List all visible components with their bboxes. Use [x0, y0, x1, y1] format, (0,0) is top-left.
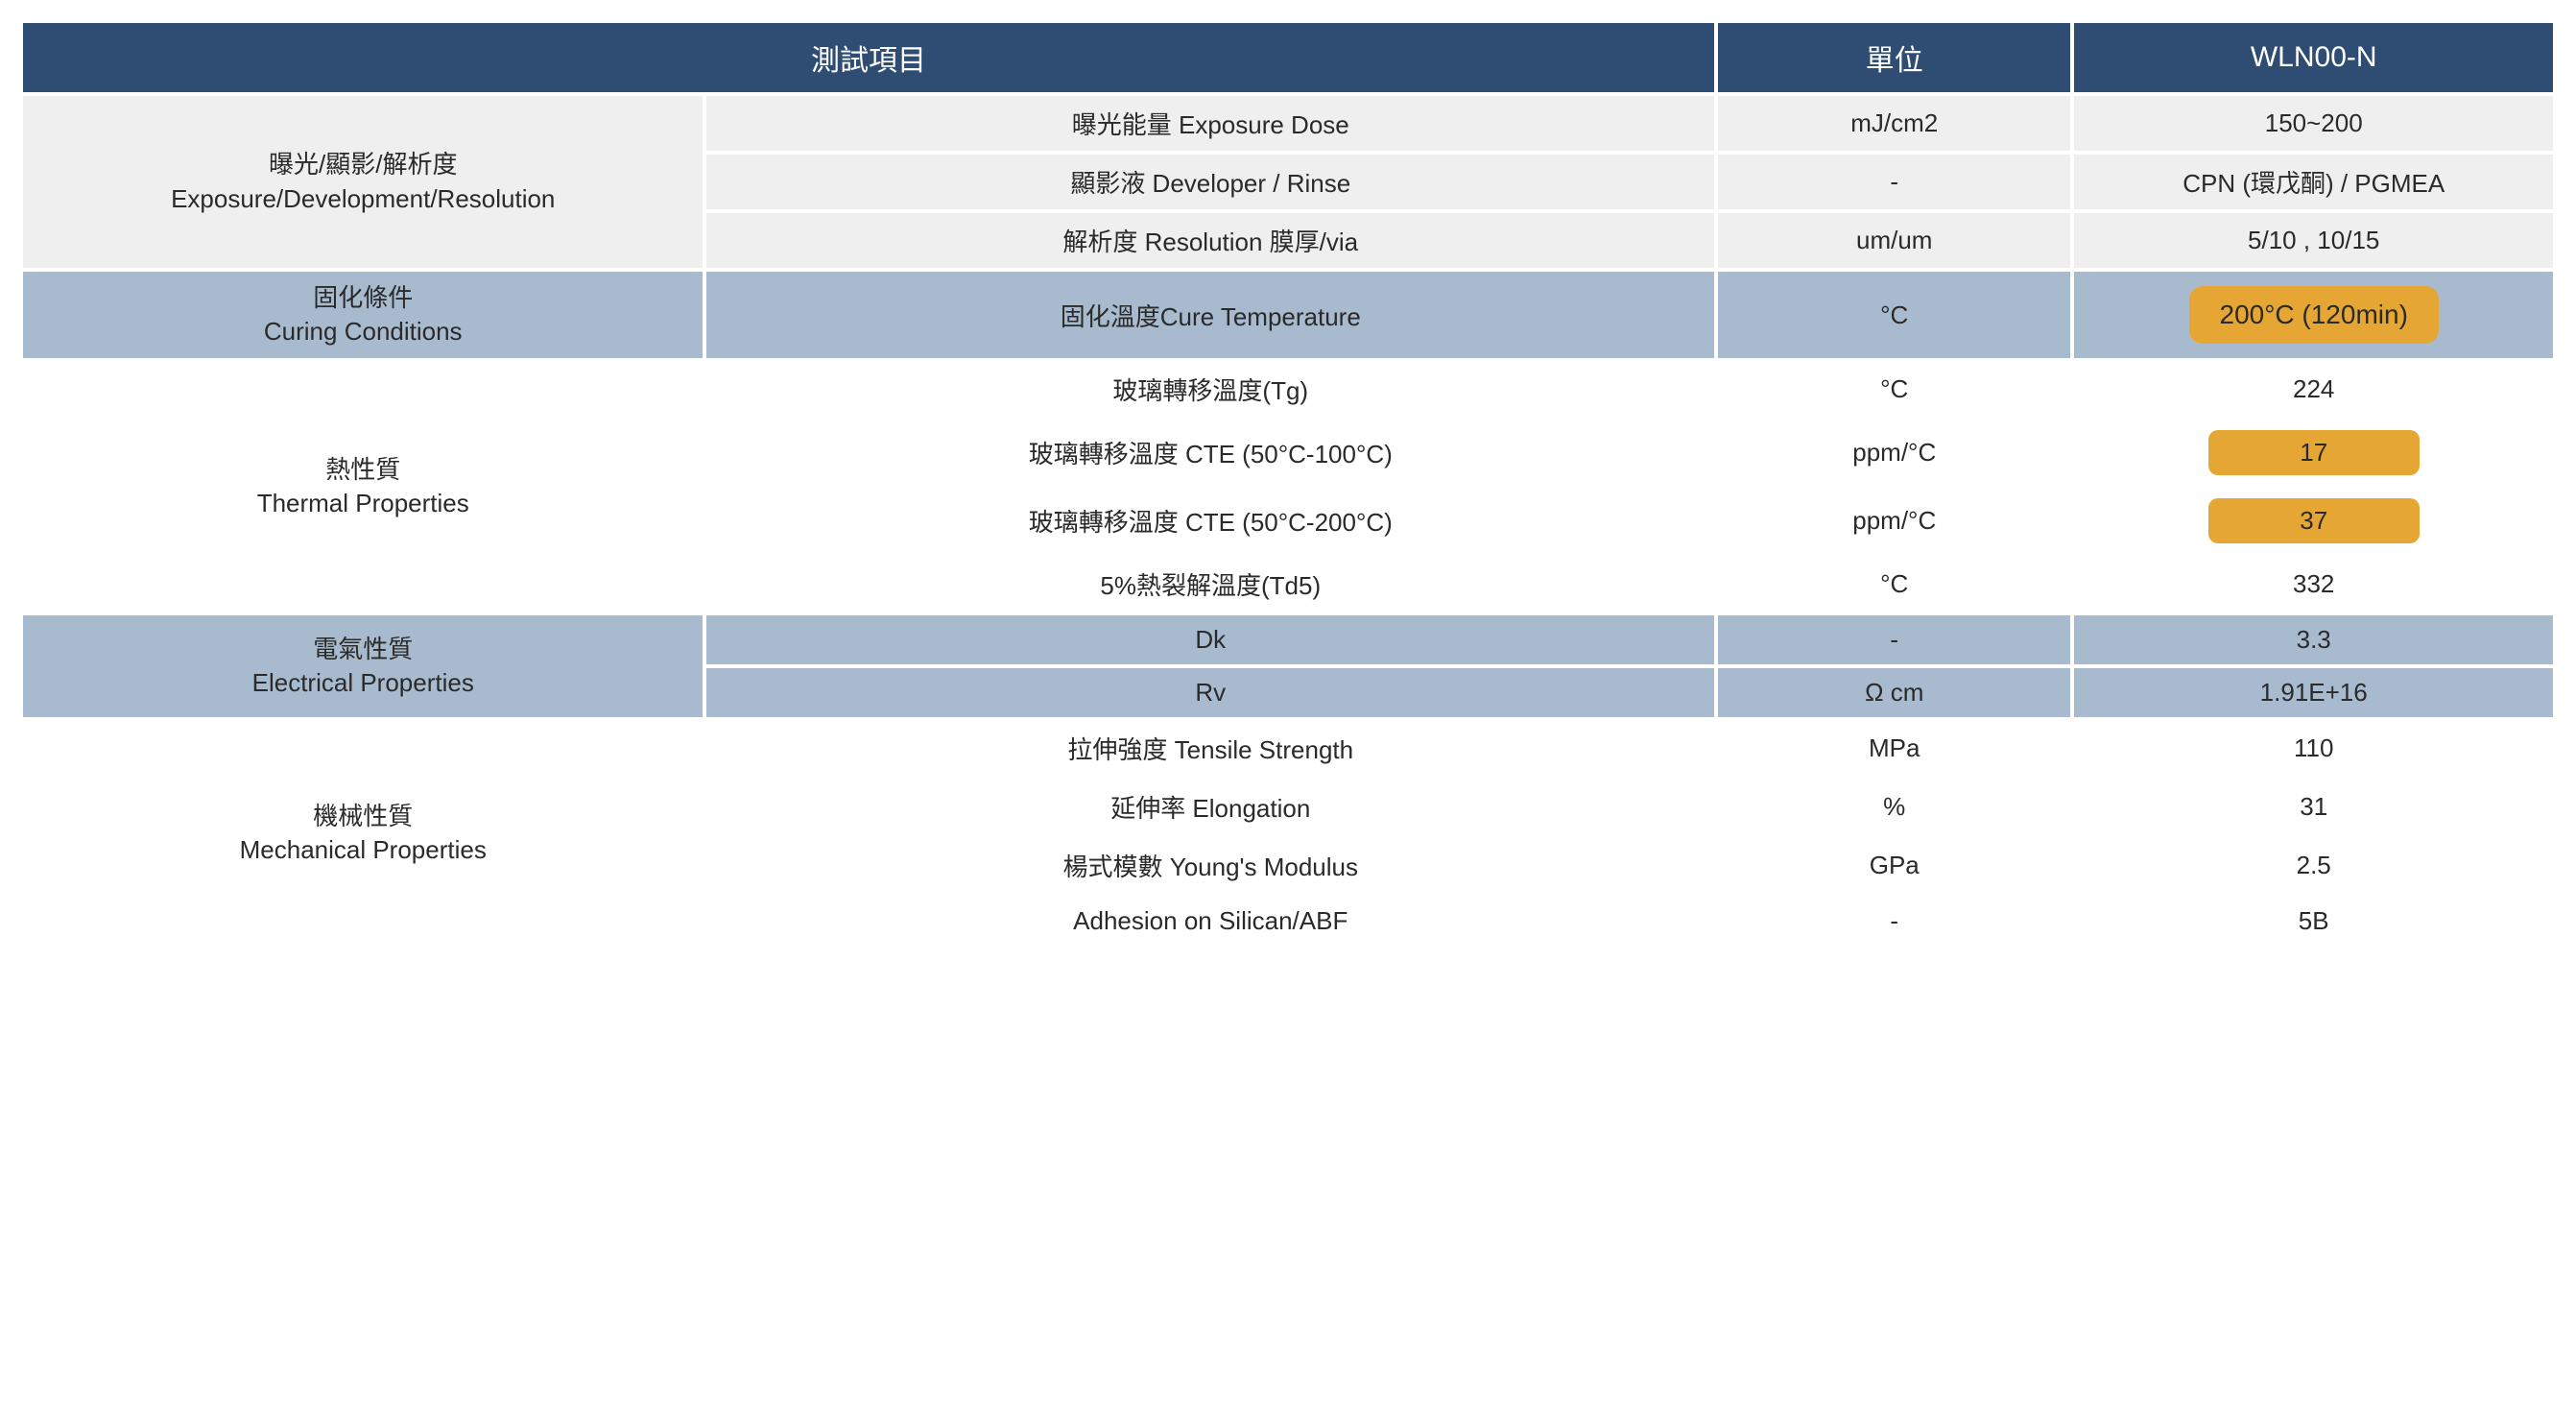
- category-zh: 曝光/顯影/解析度: [36, 148, 689, 181]
- value-cell: 2.5: [2074, 838, 2553, 893]
- highlight-badge: 37: [2208, 498, 2420, 543]
- unit-cell: °C: [1718, 557, 2070, 612]
- unit-cell: ppm/°C: [1718, 489, 2070, 553]
- value-cell: 5/10 , 10/15: [2074, 213, 2553, 268]
- param-cell: 曝光能量 Exposure Dose: [706, 96, 1714, 151]
- value-cell: 37: [2074, 489, 2553, 553]
- param-cell: 玻璃轉移溫度 CTE (50°C-100°C): [706, 420, 1714, 485]
- table-row: 曝光/顯影/解析度Exposure/Development/Resolution…: [23, 96, 2553, 151]
- table-row: 熱性質Thermal Properties玻璃轉移溫度(Tg)°C224: [23, 362, 2553, 417]
- param-cell: Dk: [706, 615, 1714, 664]
- param-cell: 解析度 Resolution 膜厚/via: [706, 213, 1714, 268]
- unit-cell: -: [1718, 897, 2070, 946]
- param-cell: Adhesion on Silican/ABF: [706, 897, 1714, 946]
- category-en: Exposure/Development/Resolution: [36, 182, 689, 216]
- unit-cell: °C: [1718, 272, 2070, 358]
- value-cell: 200°C (120min): [2074, 272, 2553, 358]
- param-cell: 延伸率 Elongation: [706, 780, 1714, 834]
- header-test-item: 測試項目: [23, 23, 1714, 92]
- category-cell: 電氣性質Electrical Properties: [23, 615, 703, 717]
- category-zh: 熱性質: [36, 453, 689, 487]
- unit-cell: GPa: [1718, 838, 2070, 893]
- category-cell: 固化條件Curing Conditions: [23, 272, 703, 358]
- value-cell: 5B: [2074, 897, 2553, 946]
- category-cell: 熱性質Thermal Properties: [23, 362, 703, 612]
- value-cell: 150~200: [2074, 96, 2553, 151]
- param-cell: 固化溫度Cure Temperature: [706, 272, 1714, 358]
- param-cell: 玻璃轉移溫度(Tg): [706, 362, 1714, 417]
- value-cell: 224: [2074, 362, 2553, 417]
- value-cell: CPN (環戊酮) / PGMEA: [2074, 155, 2553, 209]
- table-row: 固化條件Curing Conditions固化溫度Cure Temperatur…: [23, 272, 2553, 358]
- value-cell: 332: [2074, 557, 2553, 612]
- category-cell: 曝光/顯影/解析度Exposure/Development/Resolution: [23, 96, 703, 268]
- category-en: Electrical Properties: [36, 666, 689, 700]
- category-cell: 機械性質Mechanical Properties: [23, 721, 703, 946]
- param-cell: 楊式模數 Young's Modulus: [706, 838, 1714, 893]
- param-cell: 顯影液 Developer / Rinse: [706, 155, 1714, 209]
- category-en: Mechanical Properties: [36, 833, 689, 867]
- unit-cell: °C: [1718, 362, 2070, 417]
- highlight-badge: 200°C (120min): [2189, 286, 2439, 344]
- category-en: Thermal Properties: [36, 487, 689, 520]
- highlight-badge: 17: [2208, 430, 2420, 475]
- value-cell: 31: [2074, 780, 2553, 834]
- value-cell: 110: [2074, 721, 2553, 776]
- properties-table: 測試項目 單位 WLN00-N 曝光/顯影/解析度Exposure/Develo…: [19, 19, 2557, 949]
- param-cell: 5%熱裂解溫度(Td5): [706, 557, 1714, 612]
- header-unit: 單位: [1718, 23, 2070, 92]
- unit-cell: mJ/cm2: [1718, 96, 2070, 151]
- unit-cell: -: [1718, 615, 2070, 664]
- unit-cell: -: [1718, 155, 2070, 209]
- category-zh: 固化條件: [36, 281, 689, 315]
- category-en: Curing Conditions: [36, 315, 689, 348]
- unit-cell: um/um: [1718, 213, 2070, 268]
- param-cell: 玻璃轉移溫度 CTE (50°C-200°C): [706, 489, 1714, 553]
- unit-cell: %: [1718, 780, 2070, 834]
- param-cell: 拉伸強度 Tensile Strength: [706, 721, 1714, 776]
- table-header-row: 測試項目 單位 WLN00-N: [23, 23, 2553, 92]
- value-cell: 1.91E+16: [2074, 668, 2553, 717]
- unit-cell: ppm/°C: [1718, 420, 2070, 485]
- param-cell: Rv: [706, 668, 1714, 717]
- category-zh: 電氣性質: [36, 633, 689, 666]
- unit-cell: MPa: [1718, 721, 2070, 776]
- unit-cell: Ω cm: [1718, 668, 2070, 717]
- table-row: 電氣性質Electrical PropertiesDk-3.3: [23, 615, 2553, 664]
- category-zh: 機械性質: [36, 800, 689, 833]
- value-cell: 17: [2074, 420, 2553, 485]
- value-cell: 3.3: [2074, 615, 2553, 664]
- table-row: 機械性質Mechanical Properties拉伸強度 Tensile St…: [23, 721, 2553, 776]
- header-product: WLN00-N: [2074, 23, 2553, 92]
